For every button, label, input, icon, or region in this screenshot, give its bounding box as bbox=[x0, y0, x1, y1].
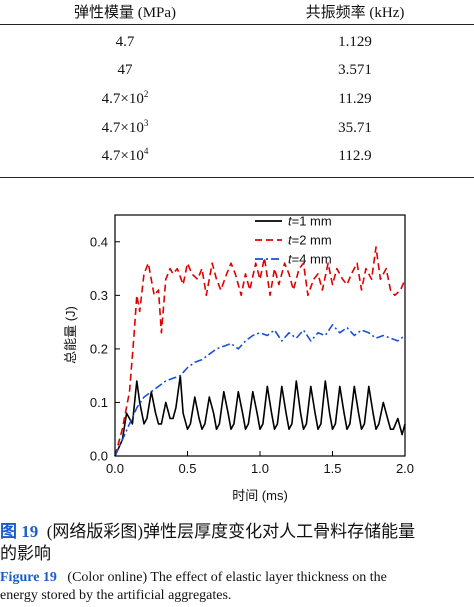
table-cell-modulus: 4.7×102 bbox=[101, 89, 149, 108]
legend-label: t=2 mm bbox=[288, 233, 332, 248]
table-cell-frequency: 35.71 bbox=[338, 120, 372, 136]
y-axis-label: 总能量 (J) bbox=[63, 306, 78, 364]
y-tick-label: 0.0 bbox=[90, 449, 108, 464]
table-header-modulus: 弹性模量 (MPa) bbox=[73, 5, 177, 21]
table-cell-modulus: 4.7 bbox=[115, 34, 135, 50]
table-cell-modulus: 47 bbox=[117, 62, 133, 78]
table-cell-frequency: 1.129 bbox=[338, 34, 372, 50]
table-cell-frequency: 11.29 bbox=[338, 91, 372, 107]
caption-cn-line1: 图 19 (网络版彩图)弹性层厚度变化对人工骨料存储能量 bbox=[0, 521, 474, 543]
table-cell-frequency: 112.9 bbox=[338, 148, 372, 164]
series-line-1 bbox=[114, 374, 406, 457]
caption-cn-line2: 的影响 bbox=[0, 544, 51, 563]
caption-en-line1: Figure 19 (Color online) The effect of e… bbox=[0, 569, 474, 587]
figure-label-en: Figure 19 bbox=[0, 570, 57, 585]
series-line-2 bbox=[114, 246, 406, 457]
table-header-frequency: 共振频率 (kHz) bbox=[305, 5, 405, 21]
caption-cn-text: (网络版彩图)弹性层厚度变化对人工骨料存储能量 bbox=[46, 522, 416, 541]
energy-chart: 0.0 0.5 1.0 1.5 2.0 0.0 0.1 0.2 0.3 0.4 t=1 mm t=2… bbox=[63, 214, 414, 504]
x-axis-label: 时间 (ms) bbox=[232, 488, 288, 503]
x-tick-label: 0.5 bbox=[178, 461, 196, 476]
x-tick-label: 1.0 bbox=[251, 461, 269, 476]
plot-frame bbox=[114, 214, 406, 457]
legend-label: t=1 mm bbox=[288, 214, 332, 229]
x-tick-label: 0.0 bbox=[106, 461, 124, 476]
y-tick-label: 0.4 bbox=[90, 234, 108, 249]
y-tick-label: 0.2 bbox=[90, 341, 108, 356]
series-line-3 bbox=[114, 324, 406, 457]
table-header-rule bbox=[0, 24, 474, 25]
legend-label: t=4 mm bbox=[288, 252, 332, 267]
table-cell-modulus: 4.7×104 bbox=[101, 146, 149, 165]
table-bottom-rule bbox=[0, 177, 474, 178]
table-cell-modulus: 4.7×103 bbox=[101, 118, 149, 137]
x-tick-label: 1.5 bbox=[323, 461, 341, 476]
y-tick-label: 0.3 bbox=[90, 288, 108, 303]
caption-en-line2: energy stored by the artificial aggregat… bbox=[0, 588, 232, 603]
caption-en-text: (Color online) The effect of elastic lay… bbox=[67, 570, 387, 585]
figure-label-cn: 图 19 bbox=[0, 522, 39, 541]
table-cell-frequency: 3.571 bbox=[338, 62, 372, 78]
y-tick-label: 0.1 bbox=[90, 395, 108, 410]
x-tick-label: 2.0 bbox=[396, 461, 414, 476]
